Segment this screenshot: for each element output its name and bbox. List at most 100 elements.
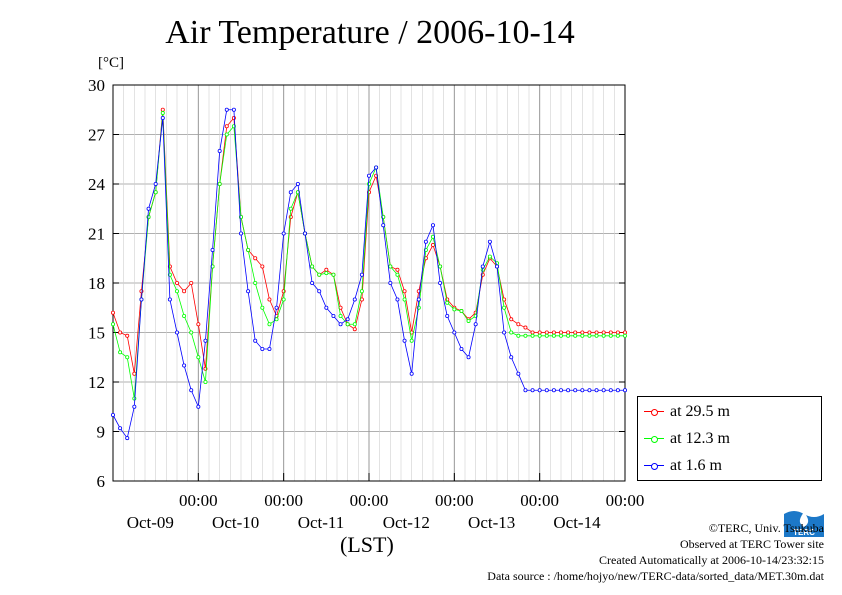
- data-point: [295, 181, 300, 186]
- data-point: [608, 333, 613, 338]
- data-point: [544, 333, 549, 338]
- data-point: [153, 190, 158, 195]
- data-point: [231, 107, 236, 112]
- data-point: [352, 322, 357, 327]
- data-point: [146, 206, 151, 211]
- data-point: [238, 231, 243, 236]
- y-tick-label: 24: [88, 175, 106, 194]
- data-point: [594, 388, 599, 393]
- data-point: [359, 272, 364, 277]
- data-point: [324, 305, 329, 310]
- x-tick-label-time: 00:00: [435, 491, 474, 510]
- data-point: [260, 305, 265, 310]
- data-point: [395, 267, 400, 272]
- data-point: [338, 322, 343, 327]
- data-point: [374, 165, 379, 170]
- x-tick-label-date: Oct-09: [127, 513, 174, 532]
- data-point: [409, 338, 414, 343]
- data-point: [317, 289, 322, 294]
- data-point: [388, 280, 393, 285]
- data-point: [580, 388, 585, 393]
- data-point: [438, 280, 443, 285]
- x-axis-label: (LST): [340, 532, 394, 557]
- data-point: [317, 272, 322, 277]
- data-point: [502, 330, 507, 335]
- x-tick-label-time: 00:00: [350, 491, 389, 510]
- data-point: [395, 297, 400, 302]
- data-point: [587, 333, 592, 338]
- legend: at 29.5 m at 12.3 m at 1.6 m: [637, 396, 822, 481]
- credit-copyright: ©TERC, Univ. Tsukuba: [708, 521, 824, 535]
- data-point: [466, 318, 471, 323]
- data-point: [125, 436, 130, 441]
- data-point: [224, 124, 229, 129]
- data-point: [111, 310, 116, 315]
- data-point: [594, 333, 599, 338]
- data-point: [523, 325, 528, 330]
- x-tick-label-date: Oct-13: [468, 513, 515, 532]
- data-point: [274, 317, 279, 322]
- data-point: [260, 264, 265, 269]
- data-point: [537, 330, 542, 335]
- data-point: [544, 388, 549, 393]
- data-point: [352, 297, 357, 302]
- data-point: [246, 289, 251, 294]
- data-point: [594, 330, 599, 335]
- data-point: [381, 223, 386, 228]
- data-point: [559, 333, 564, 338]
- data-point: [530, 388, 535, 393]
- data-point: [573, 330, 578, 335]
- legend-label: at 29.5 m: [670, 403, 730, 420]
- legend-item-12-3m: at 12.3 m: [644, 428, 730, 450]
- data-point: [587, 330, 592, 335]
- credit-source: Data source : /home/hojyo/new/TERC-data/…: [487, 569, 824, 583]
- data-point: [125, 355, 130, 360]
- data-point: [118, 426, 123, 431]
- data-point: [551, 333, 556, 338]
- data-point: [359, 297, 364, 302]
- data-point: [111, 322, 116, 327]
- data-point: [395, 272, 400, 277]
- data-point: [416, 297, 421, 302]
- data-point: [132, 371, 137, 376]
- data-point: [459, 309, 464, 314]
- data-point: [580, 330, 585, 335]
- data-point: [182, 313, 187, 318]
- data-point: [210, 247, 215, 252]
- data-point: [153, 181, 158, 186]
- legend-label: at 1.6 m: [670, 457, 722, 474]
- data-point: [402, 297, 407, 302]
- data-point: [324, 267, 329, 272]
- data-point: [281, 297, 286, 302]
- data-point: [231, 116, 236, 121]
- data-point: [338, 313, 343, 318]
- data-point: [125, 333, 130, 338]
- data-point: [438, 264, 443, 269]
- data-point: [615, 330, 620, 335]
- legend-swatch-red: [644, 406, 664, 418]
- svg-text:TERC: TERC: [793, 528, 815, 537]
- data-point: [246, 247, 251, 252]
- y-tick-label: 12: [88, 373, 105, 392]
- data-point: [139, 297, 144, 302]
- legend-swatch-green: [644, 433, 664, 445]
- y-tick-label: 6: [97, 472, 106, 491]
- data-point: [402, 289, 407, 294]
- data-point: [473, 322, 478, 327]
- data-point: [487, 239, 492, 244]
- data-point: [345, 322, 350, 327]
- data-point: [601, 333, 606, 338]
- data-point: [516, 322, 521, 327]
- data-point: [288, 206, 293, 211]
- data-point: [537, 333, 542, 338]
- data-point: [509, 355, 514, 360]
- data-point: [452, 307, 457, 312]
- x-tick-label-date: Oct-11: [298, 513, 345, 532]
- data-point: [274, 305, 279, 310]
- data-point: [189, 280, 194, 285]
- data-point: [267, 297, 272, 302]
- data-point: [601, 388, 606, 393]
- data-point: [494, 264, 499, 269]
